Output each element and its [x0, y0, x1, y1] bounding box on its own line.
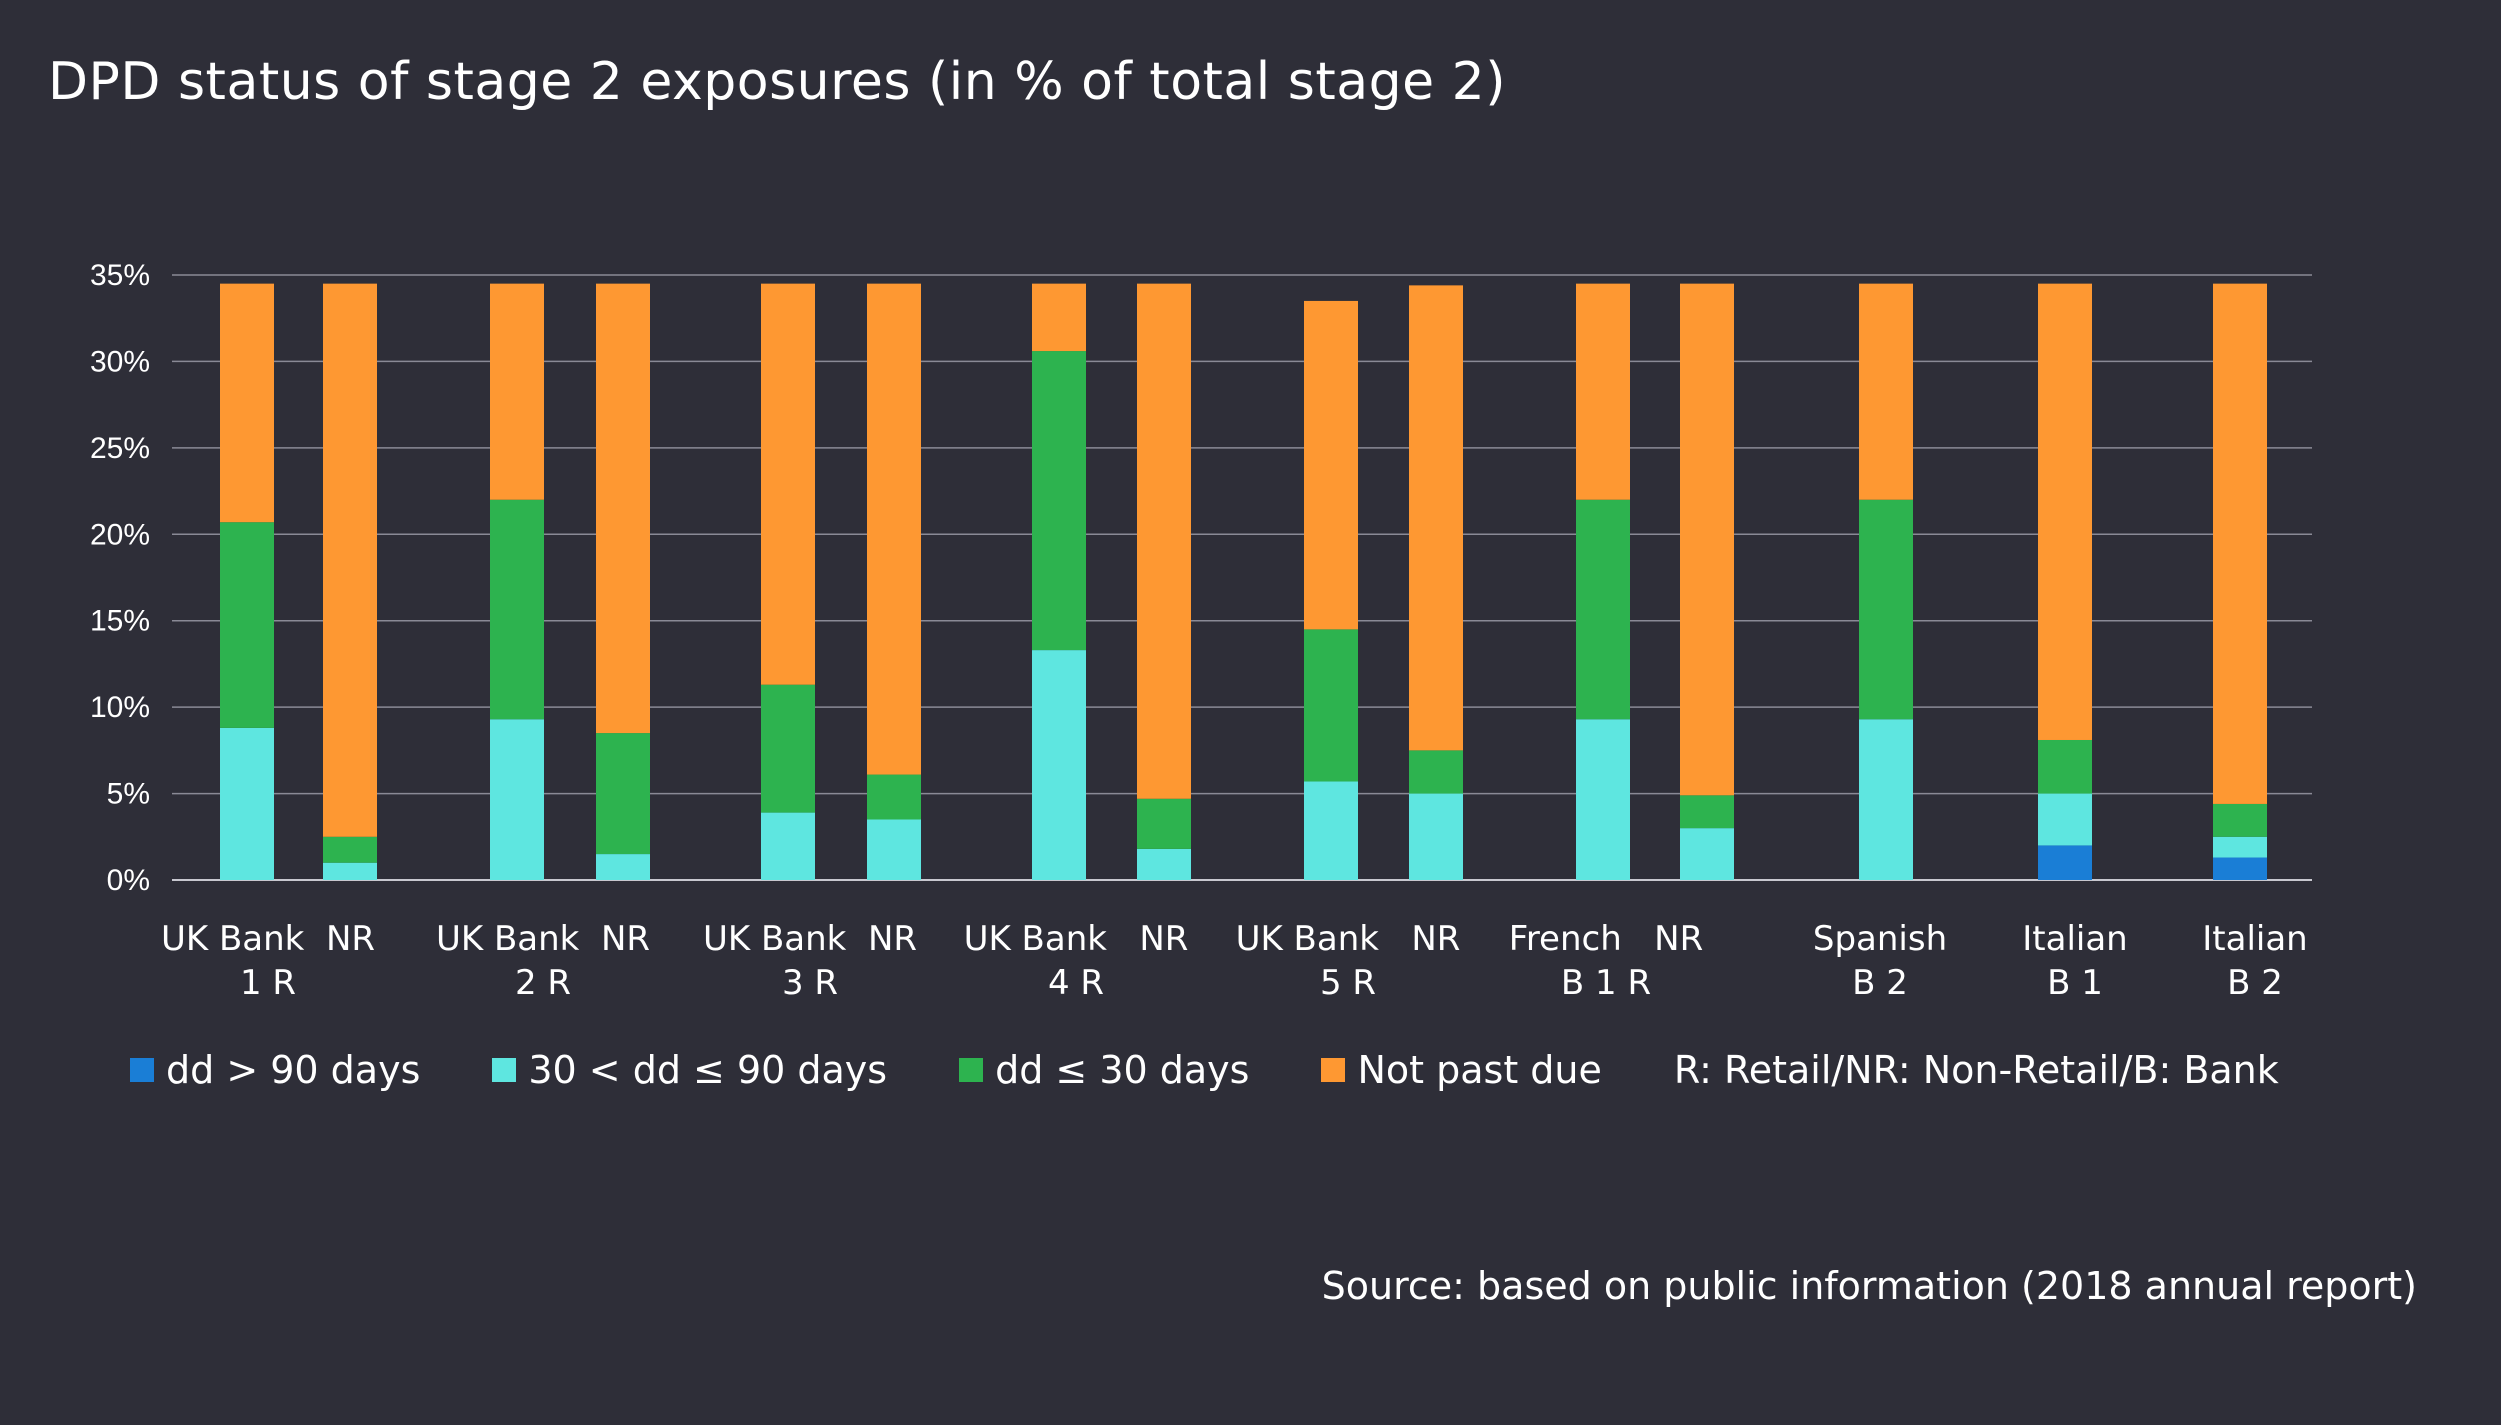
bar-4-segment-2 [761, 684, 815, 813]
x-tick-label-4-line1: UK Bank NR [1236, 919, 1461, 959]
legend-swatch-dd-30-90 [492, 1058, 517, 1082]
bar-6-segment-3 [1032, 283, 1086, 352]
bar-13-segment-2 [2038, 739, 2092, 794]
x-tick-label-6-line1: Spanish [1813, 919, 1947, 959]
bar-8-segment-1 [1304, 781, 1358, 880]
bar-7-segment-3 [1137, 283, 1191, 799]
x-tick-label-8-line2: B 2 [2227, 963, 2283, 1003]
y-tick-label-0: 0% [107, 864, 150, 897]
bar-14-segment-0 [2213, 857, 2267, 880]
legend-label-dd-under-30: dd ≤ 30 days [995, 1048, 1250, 1092]
bar-8-segment-2 [1304, 629, 1358, 782]
bar-1-segment-2 [323, 836, 377, 863]
legend-swatch-dd-under-30 [959, 1058, 984, 1082]
bar-14-segment-3 [2213, 283, 2267, 804]
legend: dd > 90 days 30 < dd ≤ 90 days dd ≤ 30 d… [130, 1048, 2279, 1092]
y-tick-label-2: 10% [90, 691, 150, 724]
chart-title: DPD status of stage 2 exposures (in % of… [48, 52, 1506, 112]
x-tick-label-5-line2: B 1 R [1561, 963, 1651, 1003]
legend-label-dd-30-90: 30 < dd ≤ 90 days [528, 1048, 888, 1092]
x-tick-label-7-line1: Italian [2022, 919, 2127, 959]
bar-1-segment-3 [323, 283, 377, 837]
bar-0-segment-1 [220, 727, 274, 880]
legend-item-dd-over-90: dd > 90 days [130, 1048, 420, 1092]
bar-13-segment-1 [2038, 793, 2092, 846]
legend-swatch-dd-over-90 [130, 1058, 154, 1082]
bar-14-segment-2 [2213, 803, 2267, 837]
y-axis-tick-labels: 0% 5% 10% 15% 20% 25% 30% 35% [90, 259, 150, 897]
x-tick-label-7-line2: B 1 [2047, 963, 2103, 1003]
bar-5-segment-2 [867, 774, 921, 820]
x-tick-label-0-line2: 1 R [240, 963, 296, 1003]
x-tick-label-1-line1: UK Bank NR [436, 919, 650, 959]
bar-13-segment-3 [2038, 283, 2092, 740]
x-tick-label-8-line1: Italian [2202, 919, 2307, 959]
bar-7-segment-1 [1137, 848, 1191, 880]
y-tick-label-6: 30% [90, 345, 150, 378]
bars [220, 283, 2267, 880]
bar-9-segment-2 [1409, 750, 1463, 794]
bar-6-segment-2 [1032, 351, 1086, 651]
bar-0-segment-2 [220, 522, 274, 728]
bar-11-segment-2 [1680, 795, 1734, 829]
bar-11-segment-3 [1680, 283, 1734, 796]
legend-item-dd-30-90: 30 < dd ≤ 90 days [492, 1048, 887, 1092]
bar-4-segment-1 [761, 812, 815, 880]
x-tick-label-2-line2: 3 R [782, 963, 838, 1003]
y-tick-label-5: 25% [90, 432, 150, 465]
bar-2-segment-1 [490, 719, 544, 880]
legend-label-dd-over-90: dd > 90 days [166, 1048, 421, 1092]
legend-label-not-past-due: Not past due [1357, 1048, 1602, 1092]
x-tick-label-3-line1: UK Bank NR [964, 919, 1189, 959]
x-tick-label-0-line1: UK Bank NR [161, 919, 375, 959]
x-tick-label-6-line2: B 2 [1852, 963, 1908, 1003]
bar-10-segment-2 [1576, 499, 1630, 720]
legend-item-not-past-due: Not past due [1321, 1048, 1602, 1092]
y-tick-label-7: 35% [90, 259, 150, 292]
bar-0-segment-3 [220, 283, 274, 523]
bar-8-segment-3 [1304, 300, 1358, 630]
bar-11-segment-1 [1680, 828, 1734, 880]
bar-9-segment-1 [1409, 793, 1463, 880]
y-tick-label-3: 15% [90, 605, 150, 638]
legend-annotation-text: R: Retail/NR: Non-Retail/B: Bank [1673, 1048, 2279, 1092]
bar-2-segment-2 [490, 499, 544, 720]
bar-6-segment-1 [1032, 650, 1086, 880]
y-tick-label-1: 5% [107, 778, 150, 811]
bar-14-segment-1 [2213, 836, 2267, 858]
bar-1-segment-1 [323, 862, 377, 880]
bar-3-segment-1 [596, 854, 650, 880]
bar-5-segment-3 [867, 283, 921, 775]
bar-12-segment-1 [1859, 719, 1913, 880]
legend-annotation: R: Retail/NR: Non-Retail/B: Bank [1674, 1048, 2279, 1092]
bar-10-segment-1 [1576, 719, 1630, 880]
x-axis-tick-labels: UK Bank NR1 RUK Bank NR2 RUK Bank NR3 RU… [161, 919, 2308, 1003]
x-tick-label-4-line2: 5 R [1320, 963, 1376, 1003]
x-tick-label-3-line2: 4 R [1048, 963, 1104, 1003]
legend-item-dd-under-30: dd ≤ 30 days [959, 1048, 1249, 1092]
source-note: Source: based on public information (201… [1321, 1264, 2417, 1308]
bar-10-segment-3 [1576, 283, 1630, 500]
bar-5-segment-1 [867, 819, 921, 880]
bar-12-segment-2 [1859, 499, 1913, 720]
bar-9-segment-3 [1409, 285, 1463, 751]
x-tick-label-5-line1: French NR [1509, 919, 1704, 959]
bar-4-segment-3 [761, 283, 815, 685]
legend-swatch-not-past-due [1321, 1058, 1346, 1082]
bar-3-segment-3 [596, 283, 650, 734]
bar-3-segment-2 [596, 733, 650, 855]
x-tick-label-2-line1: UK Bank NR [703, 919, 917, 959]
bar-13-segment-0 [2038, 845, 2092, 880]
bar-12-segment-3 [1859, 283, 1913, 500]
y-tick-label-4: 20% [90, 518, 150, 551]
x-tick-label-1-line2: 2 R [515, 963, 571, 1003]
bar-2-segment-3 [490, 283, 544, 500]
bar-7-segment-2 [1137, 798, 1191, 849]
